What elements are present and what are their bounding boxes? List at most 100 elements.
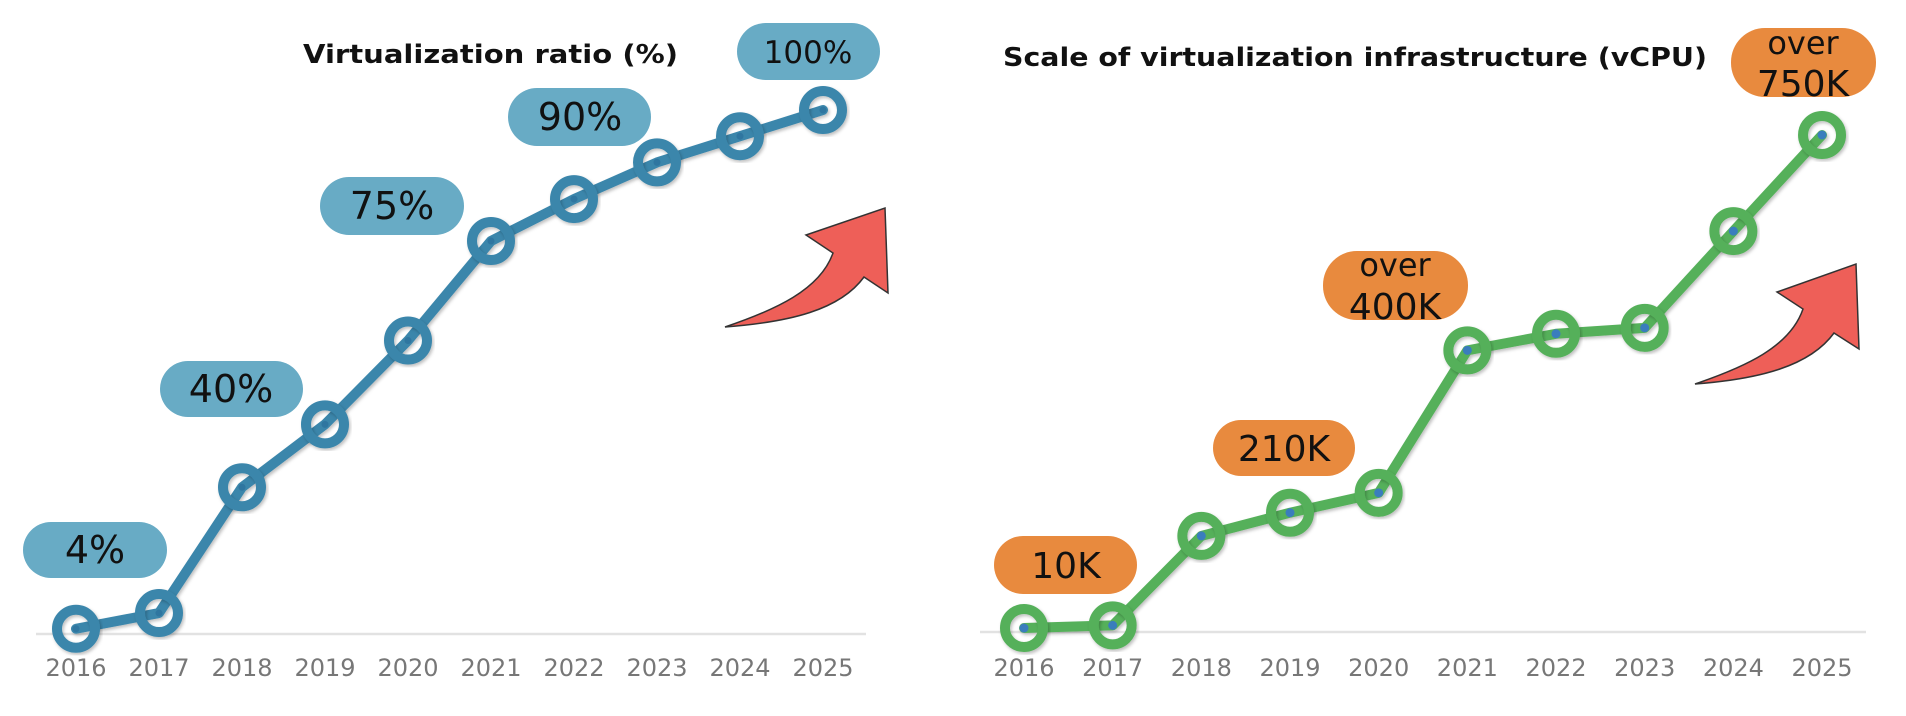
data-label-bg xyxy=(1323,251,1468,320)
data-label-bg xyxy=(508,88,651,146)
data-point xyxy=(1354,468,1403,517)
data-label-bg xyxy=(23,522,167,578)
x-tick-label: 2021 xyxy=(460,654,521,682)
chart-title: Scale of virtualization infrastructure (… xyxy=(1003,43,1707,73)
data-label-text: 90% xyxy=(538,95,622,139)
chart-title: Virtualization ratio (%) xyxy=(303,40,678,70)
data-point xyxy=(1177,511,1226,560)
data-label: 10K xyxy=(994,536,1137,594)
data-label-text: 210K xyxy=(1238,429,1332,470)
data-point-marker xyxy=(218,463,266,512)
data-point xyxy=(1798,111,1847,159)
data-point-dot xyxy=(72,625,80,633)
data-point-dot xyxy=(321,420,329,428)
data-point-dot xyxy=(1640,323,1650,333)
data-point-marker xyxy=(52,604,100,653)
x-tick-label: 2019 xyxy=(1259,654,1320,682)
data-point-dot xyxy=(1462,345,1472,355)
x-tick-label: 2025 xyxy=(1791,654,1852,682)
data-point xyxy=(301,400,349,449)
data-label-text: 40% xyxy=(189,367,273,411)
x-tick-label: 2017 xyxy=(128,654,189,682)
data-point-marker xyxy=(135,589,183,638)
data-label-bg xyxy=(160,361,303,417)
data-point-marker xyxy=(1798,111,1847,159)
data-point xyxy=(1620,303,1669,352)
data-point-dot xyxy=(404,337,412,345)
x-tick-label: 2021 xyxy=(1437,654,1498,682)
vcpu-scale-chart: Scale of virtualization infrastructure (… xyxy=(980,24,1876,682)
data-point-marker xyxy=(1620,303,1669,352)
x-tick-label: 2018 xyxy=(211,654,272,682)
x-tick-label: 2025 xyxy=(792,654,853,682)
series-polyline xyxy=(71,105,828,634)
data-label-text: 750K xyxy=(1757,64,1851,105)
data-point xyxy=(52,604,100,653)
data-point-dot xyxy=(1551,329,1561,339)
data-point-dot xyxy=(736,132,744,140)
data-label-bg xyxy=(1213,420,1355,476)
data-point xyxy=(1000,604,1048,653)
data-label-text: 4% xyxy=(65,528,125,572)
data-point-marker xyxy=(1000,604,1048,653)
x-tick-label: 2018 xyxy=(1171,654,1232,682)
data-label-bg xyxy=(994,536,1137,594)
data-point xyxy=(1532,309,1581,358)
series-line xyxy=(1000,111,1847,653)
data-point xyxy=(716,112,764,161)
x-tick-label: 2024 xyxy=(709,654,770,682)
data-point xyxy=(1709,207,1758,256)
data-label: 40% xyxy=(160,361,303,417)
data-label-text: 100% xyxy=(764,35,853,71)
curved-up-arrow-icon xyxy=(724,206,889,328)
data-label-text: 400K xyxy=(1349,287,1443,328)
data-label-text: over xyxy=(1767,24,1839,62)
data-point-dot xyxy=(238,483,246,491)
x-tick-label: 2024 xyxy=(1703,654,1764,682)
data-point-marker xyxy=(1088,601,1137,650)
data-point-marker xyxy=(633,138,681,187)
data-point-dot xyxy=(570,195,578,203)
x-tick-label: 2022 xyxy=(543,654,604,682)
series-line xyxy=(52,86,847,653)
data-point-dot xyxy=(1817,130,1827,140)
data-label-bg xyxy=(320,177,464,235)
data-point xyxy=(467,217,515,265)
data-point-dot xyxy=(487,237,495,245)
x-axis-ticks: 2016 2017 2018 2019 2020 2021 2022 2023 2024 2025 xyxy=(993,654,1852,682)
data-label: 75% xyxy=(320,177,464,235)
data-point xyxy=(1443,326,1492,375)
data-label: over 400K xyxy=(1323,246,1468,328)
x-tick-label: 2020 xyxy=(1348,654,1409,682)
data-point-dot xyxy=(1374,488,1384,498)
data-label-bg xyxy=(1731,28,1876,97)
data-point-dot xyxy=(155,609,163,617)
data-label-text: over xyxy=(1359,246,1431,284)
data-point-marker xyxy=(1177,511,1226,560)
data-point xyxy=(1266,488,1315,537)
data-point-marker xyxy=(1354,468,1403,517)
data-point-dot xyxy=(1108,620,1118,630)
x-tick-label: 2019 xyxy=(294,654,355,682)
data-point-dot xyxy=(1196,531,1206,541)
data-point-marker xyxy=(550,175,598,224)
data-point-dot xyxy=(819,106,827,114)
data-label: 100% xyxy=(737,23,880,80)
data-point xyxy=(799,86,847,134)
data-point-dot xyxy=(1728,226,1738,236)
x-tick-label: 2017 xyxy=(1082,654,1143,682)
data-point-marker xyxy=(467,217,515,265)
data-point xyxy=(384,316,432,365)
x-tick-label: 2016 xyxy=(45,654,106,682)
data-point-marker xyxy=(799,86,847,134)
data-label-text: 10K xyxy=(1031,546,1102,587)
data-point-marker xyxy=(716,112,764,161)
data-point xyxy=(1088,601,1137,650)
data-label: 4% xyxy=(23,522,167,578)
x-tick-label: 2016 xyxy=(993,654,1054,682)
x-tick-label: 2023 xyxy=(1614,654,1675,682)
data-point xyxy=(550,175,598,224)
data-label-bg xyxy=(737,23,880,80)
data-point xyxy=(135,589,183,638)
